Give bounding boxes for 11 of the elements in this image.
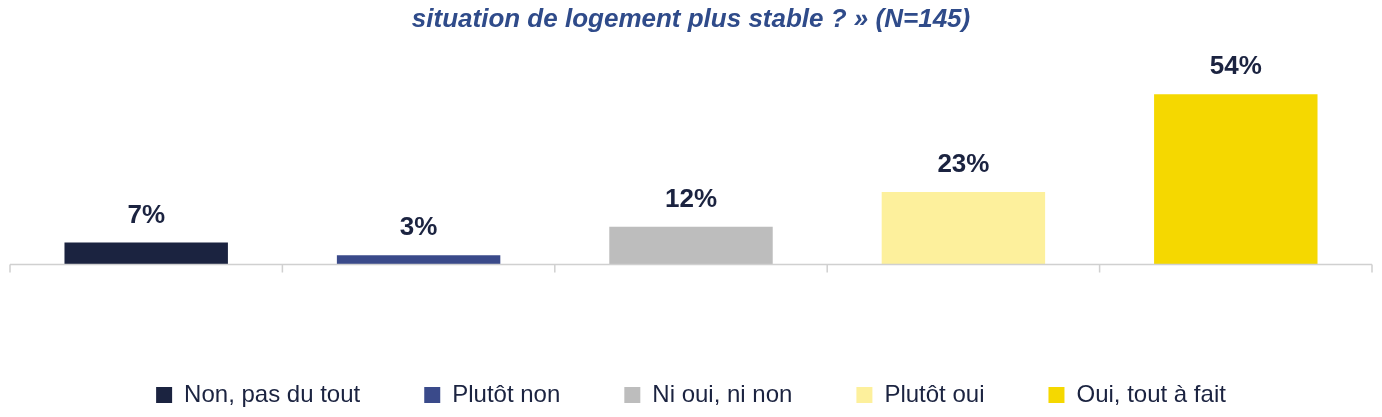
data-label: 3% bbox=[399, 211, 438, 242]
data-label: 12% bbox=[664, 182, 718, 213]
legend-label: Plutôt oui bbox=[884, 379, 985, 407]
data-label: 23% bbox=[937, 148, 990, 179]
legend-label: Non, pas du tout bbox=[184, 379, 361, 407]
data-label: 7% bbox=[127, 198, 165, 229]
legend-label: Ni oui, ni non bbox=[652, 379, 793, 407]
legend-label: Plutôt non bbox=[452, 379, 561, 407]
data-label: 54% bbox=[1209, 50, 1262, 81]
legend-label: Oui, tout à fait bbox=[1076, 379, 1227, 407]
chart-title: situation de logement plus stable ? » (N=145) bbox=[411, 2, 971, 33]
